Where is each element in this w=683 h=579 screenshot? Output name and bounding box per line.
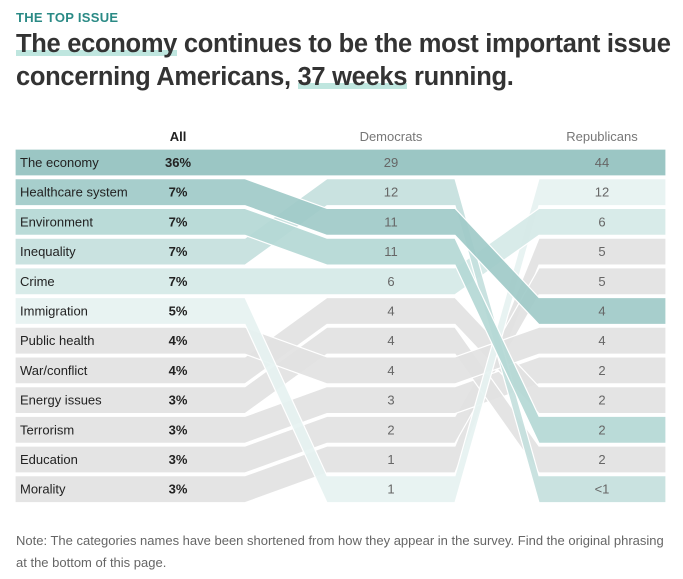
all-value: 3%	[169, 482, 188, 497]
all-value: 3%	[169, 452, 188, 467]
democrat-value: 2	[387, 422, 394, 437]
issue-label: Education	[20, 452, 78, 467]
republican-value: 2	[598, 363, 605, 378]
republican-value: 2	[598, 452, 605, 467]
democrat-value: 4	[387, 333, 394, 348]
all-value: 36%	[165, 155, 191, 170]
issue-label: Morality	[20, 482, 66, 497]
all-value: 7%	[169, 274, 188, 289]
republican-value: 5	[598, 274, 605, 289]
title-highlight-economy: The economy	[16, 30, 178, 58]
issue-label: Energy issues	[20, 393, 102, 408]
republican-value: 2	[598, 393, 605, 408]
democrat-value: 3	[387, 393, 394, 408]
democrat-value: 6	[387, 274, 394, 289]
democrat-value: 11	[384, 214, 398, 229]
issue-label: Inequality	[20, 244, 76, 259]
all-value: 4%	[169, 333, 188, 348]
republican-value: 2	[598, 422, 605, 437]
issue-label: Healthcare system	[20, 185, 128, 200]
band-healthcare-system	[14, 178, 667, 326]
column-header-republicans: Republicans	[566, 129, 638, 144]
republican-value: 12	[595, 185, 609, 200]
band-inequality	[14, 178, 667, 504]
all-value: 3%	[169, 393, 188, 408]
issue-label: The economy	[20, 155, 99, 170]
band-war-conflict	[14, 296, 667, 415]
footnote: Note: The categories names have been sho…	[16, 533, 664, 570]
band-immigration	[14, 178, 667, 504]
democrat-value: 12	[384, 185, 398, 200]
slope-chart: All Democrats Republicans The economy 36% 29 4…	[14, 129, 667, 504]
republican-value: 4	[598, 333, 605, 348]
republican-value: 4	[598, 304, 605, 319]
issue-label: War/conflict	[20, 363, 88, 378]
kicker: THE TOP ISSUE	[16, 10, 119, 25]
all-value: 4%	[169, 363, 188, 378]
band-energy-issues	[14, 326, 667, 474]
issue-label: Public health	[20, 333, 94, 348]
all-value: 7%	[169, 185, 188, 200]
democrat-value: 1	[387, 482, 394, 497]
issue-label: Immigration	[20, 304, 88, 319]
title-text: continues to be the most important issue…	[16, 30, 671, 91]
republican-value: <1	[595, 482, 610, 497]
band-environment	[14, 207, 667, 444]
title-highlight-weeks: 37 weeks	[297, 63, 408, 91]
band-morality	[14, 237, 667, 504]
republican-value: 6	[598, 214, 605, 229]
column-header-democrats: Democrats	[360, 129, 423, 144]
all-value: 7%	[169, 244, 188, 259]
all-value: 5%	[169, 304, 188, 319]
democrat-value: 29	[384, 155, 398, 170]
title-end: running.	[407, 63, 514, 91]
issue-label: Terrorism	[20, 422, 74, 437]
issue-label: Crime	[20, 274, 55, 289]
column-header-all: All	[170, 129, 187, 144]
chart-title: The economy continues to be the most imp…	[16, 28, 683, 94]
band-the-economy	[14, 148, 667, 177]
republican-value: 5	[598, 244, 605, 259]
band-education	[14, 267, 667, 474]
democrat-value: 4	[387, 304, 394, 319]
democrat-value: 11	[384, 244, 398, 259]
issue-label: Environment	[20, 214, 93, 229]
band-crime	[14, 207, 667, 296]
republican-value: 44	[595, 155, 609, 170]
democrat-value: 1	[387, 452, 394, 467]
all-value: 3%	[169, 422, 188, 437]
democrat-value: 4	[387, 363, 394, 378]
all-value: 7%	[169, 214, 188, 229]
